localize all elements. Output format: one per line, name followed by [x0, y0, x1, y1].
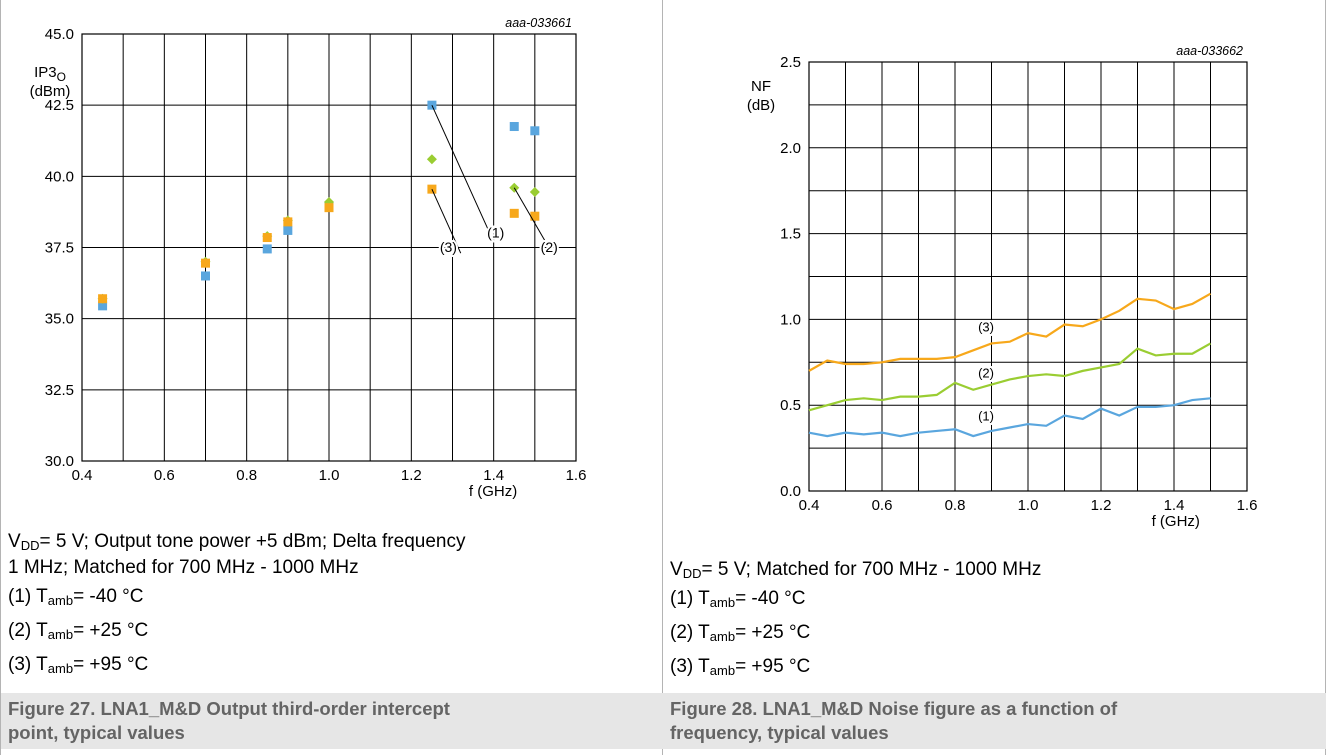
legend-entry-3: (3) Tamb= +95 °C: [8, 654, 149, 676]
leader-line-1: [431, 104, 495, 243]
ip3-chart: 0.4 0.6 0.8 1.0 1.2 1.4 1.6 30.0 32.5 35.0 37.5 40.…: [30, 16, 587, 500]
vdd-label: V: [670, 559, 683, 580]
figure-27-panel: 0.4 0.6 0.8 1.0 1.2 1.4 1.6 30.0 32.5 35.0 37.5 40.…: [0, 0, 664, 755]
y-tick-label: 40.0: [45, 168, 74, 185]
legend-entry-2: (2) Tamb= +25 °C: [8, 620, 149, 642]
x-tick-label: 1.2: [1091, 497, 1112, 514]
y-tick-label: 1.5: [780, 226, 801, 243]
callout-label: (1): [978, 409, 994, 424]
x-tick-label: 1.0: [1018, 497, 1039, 514]
y-tick-label: 1.0: [780, 311, 801, 328]
leader-line-3: [431, 188, 462, 254]
legend-entry-2: (2) Tamb= +25 °C: [670, 622, 811, 644]
callout-label: (2): [978, 366, 994, 381]
data-point-square: [530, 211, 540, 221]
y-tick-label: 32.5: [45, 382, 74, 399]
data-point-square: [201, 271, 210, 281]
y-tick-label: 0.0: [780, 483, 801, 500]
leader-line-2: [513, 187, 548, 245]
x-tick-label: 1.6: [566, 467, 587, 484]
y-tick-label: 2.0: [780, 140, 801, 157]
data-point-square: [509, 208, 519, 218]
callout-label: (3): [978, 319, 994, 334]
x-tick-label: 1.6: [1237, 497, 1258, 514]
callout-label: (3): [440, 239, 457, 255]
legend-entry-1: (1) Tamb= -40 °C: [8, 586, 144, 608]
data-point-square: [324, 203, 334, 213]
y-axis-unit: (dBm): [30, 83, 71, 100]
figure-28-title: Figure 28. LNA1_M&D Noise figure as a fu…: [663, 693, 1326, 749]
conditions-caption-line2: 1 MHz; Matched for 700 MHz - 1000 MHz: [8, 557, 359, 578]
data-point-square: [201, 258, 210, 268]
callout-label: (1): [487, 225, 504, 241]
y-axis-label: IP3O: [34, 64, 66, 84]
figure-code: aaa-033661: [505, 16, 572, 30]
noise-figure-chart: 0.4 0.6 0.8 1.0 1.2 1.4 1.6 0.0 0.5 1.0 1.5 2.0 2.5 f…: [747, 44, 1258, 530]
x-tick-label: 0.4: [72, 467, 93, 484]
x-tick-label: 1.2: [401, 467, 422, 484]
figure-27-title: Figure 27. LNA1_M&D Output third-order i…: [1, 693, 664, 749]
data-point-square: [98, 294, 108, 304]
x-axis-label: f (GHz): [469, 483, 517, 500]
x-tick-label: 0.8: [236, 467, 257, 484]
x-tick-label: 0.6: [154, 467, 175, 484]
data-point-square: [509, 122, 519, 132]
legend-entry-1: (1) Tamb= -40 °C: [670, 588, 806, 610]
data-point-diamond: [426, 154, 437, 165]
figure-28-panel: 0.4 0.6 0.8 1.0 1.2 1.4 1.6 0.0 0.5 1.0 1.5 2.0 2.5 f…: [663, 0, 1326, 755]
y-tick-label: 42.5: [45, 97, 74, 114]
x-tick-label: 1.0: [319, 467, 340, 484]
data-point-square: [530, 126, 540, 136]
data-point-square: [98, 301, 108, 311]
series-line: [808, 342, 1212, 412]
x-tick-label: 0.6: [872, 497, 893, 514]
y-tick-label: 45.0: [45, 26, 74, 43]
callout-label: (2): [541, 239, 558, 255]
y-axis-label: NF: [751, 78, 771, 95]
conditions-text: = 5 V; Matched for 700 MHz - 1000 MHz: [701, 559, 1042, 580]
y-axis-unit: (dB): [747, 97, 775, 114]
series-line: [808, 397, 1211, 438]
plot-area-border: [808, 61, 1248, 492]
data-point-square: [262, 233, 272, 243]
conditions-text: = 5 V; Output tone power +5 dBm; Delta f…: [39, 531, 466, 552]
vdd-subscript: DD: [20, 538, 40, 553]
y-tick-label: 2.5: [780, 54, 801, 71]
y-tick-label: 35.0: [45, 311, 74, 328]
vdd-label: V: [8, 531, 21, 552]
y-tick-label: 0.5: [780, 397, 801, 414]
series-line: [808, 292, 1212, 372]
x-tick-label: 0.4: [799, 497, 820, 514]
vdd-subscript: DD: [682, 566, 702, 581]
y-tick-label: 37.5: [45, 240, 74, 257]
x-axis-label: f (GHz): [1152, 513, 1200, 530]
x-tick-label: 0.8: [945, 497, 966, 514]
figure-code: aaa-033662: [1176, 44, 1243, 58]
conditions-caption-line1: VDD= 5 V; Output tone power +5 dBm; Delt…: [8, 529, 465, 555]
data-point-square: [262, 244, 272, 254]
data-point-square: [283, 217, 293, 227]
legend-entry-3: (3) Tamb= +95 °C: [670, 656, 811, 678]
x-tick-label: 1.4: [1164, 497, 1185, 514]
data-point-square: [283, 225, 293, 235]
y-tick-label: 30.0: [45, 453, 74, 470]
plot-area-border: [81, 33, 577, 462]
x-tick-label: 1.4: [483, 467, 504, 484]
data-point-diamond: [529, 186, 540, 197]
conditions-caption-line1: VDD= 5 V; Matched for 700 MHz - 1000 MHz: [670, 557, 1041, 583]
